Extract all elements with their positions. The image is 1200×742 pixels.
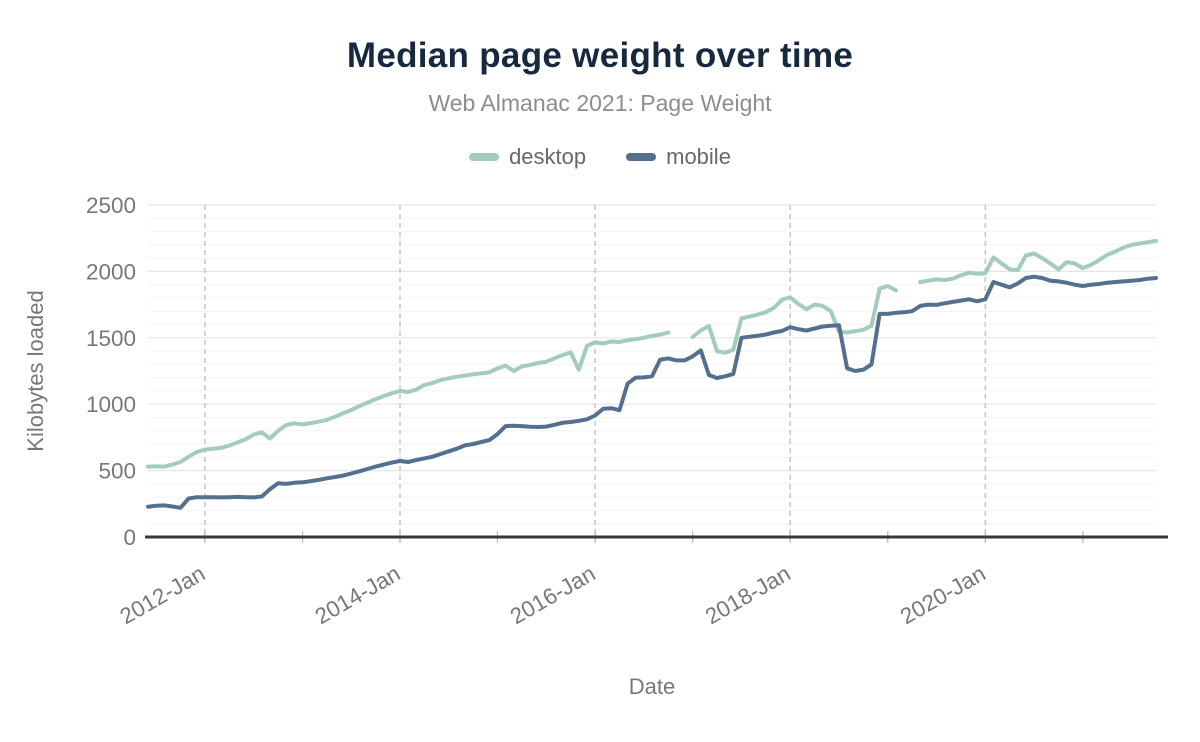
- y-axis-title: Kilobytes loaded: [23, 290, 48, 451]
- x-tick-label: 2018-Jan: [701, 561, 795, 630]
- desktop-swatch-icon: [469, 153, 500, 161]
- y-tick-label: 500: [98, 459, 136, 484]
- x-tick-label: 2014-Jan: [311, 561, 405, 630]
- y-tick-label: 1000: [86, 392, 136, 417]
- chart-subtitle: Web Almanac 2021: Page Weight: [428, 90, 772, 116]
- mobile-swatch-icon: [626, 153, 657, 161]
- y-tick-label: 2500: [86, 193, 136, 218]
- x-tick-label: 2020-Jan: [896, 561, 990, 630]
- y-tick-label: 0: [123, 525, 136, 550]
- legend-label-desktop: desktop: [509, 144, 587, 169]
- chart-legend: desktop mobile: [0, 143, 1200, 171]
- legend-item-desktop[interactable]: desktop: [469, 144, 586, 170]
- y-tick-label: 1500: [86, 326, 136, 351]
- y-tick-label: 2000: [86, 259, 136, 284]
- x-axis-title: Date: [629, 674, 675, 699]
- minor-gridlines: [148, 217, 1156, 525]
- legend-item-mobile[interactable]: mobile: [626, 144, 731, 170]
- x-tick-label: 2012-Jan: [116, 561, 210, 630]
- mobile-line: [146, 274, 1158, 510]
- series-lines: [146, 238, 1158, 510]
- desktop-line: [146, 238, 1158, 469]
- vertical-dashed-gridlines: [204, 205, 987, 537]
- x-tick-label: 2016-Jan: [506, 561, 600, 630]
- chart-title: Median page weight over time: [346, 36, 854, 75]
- legend-label-mobile: mobile: [666, 144, 731, 169]
